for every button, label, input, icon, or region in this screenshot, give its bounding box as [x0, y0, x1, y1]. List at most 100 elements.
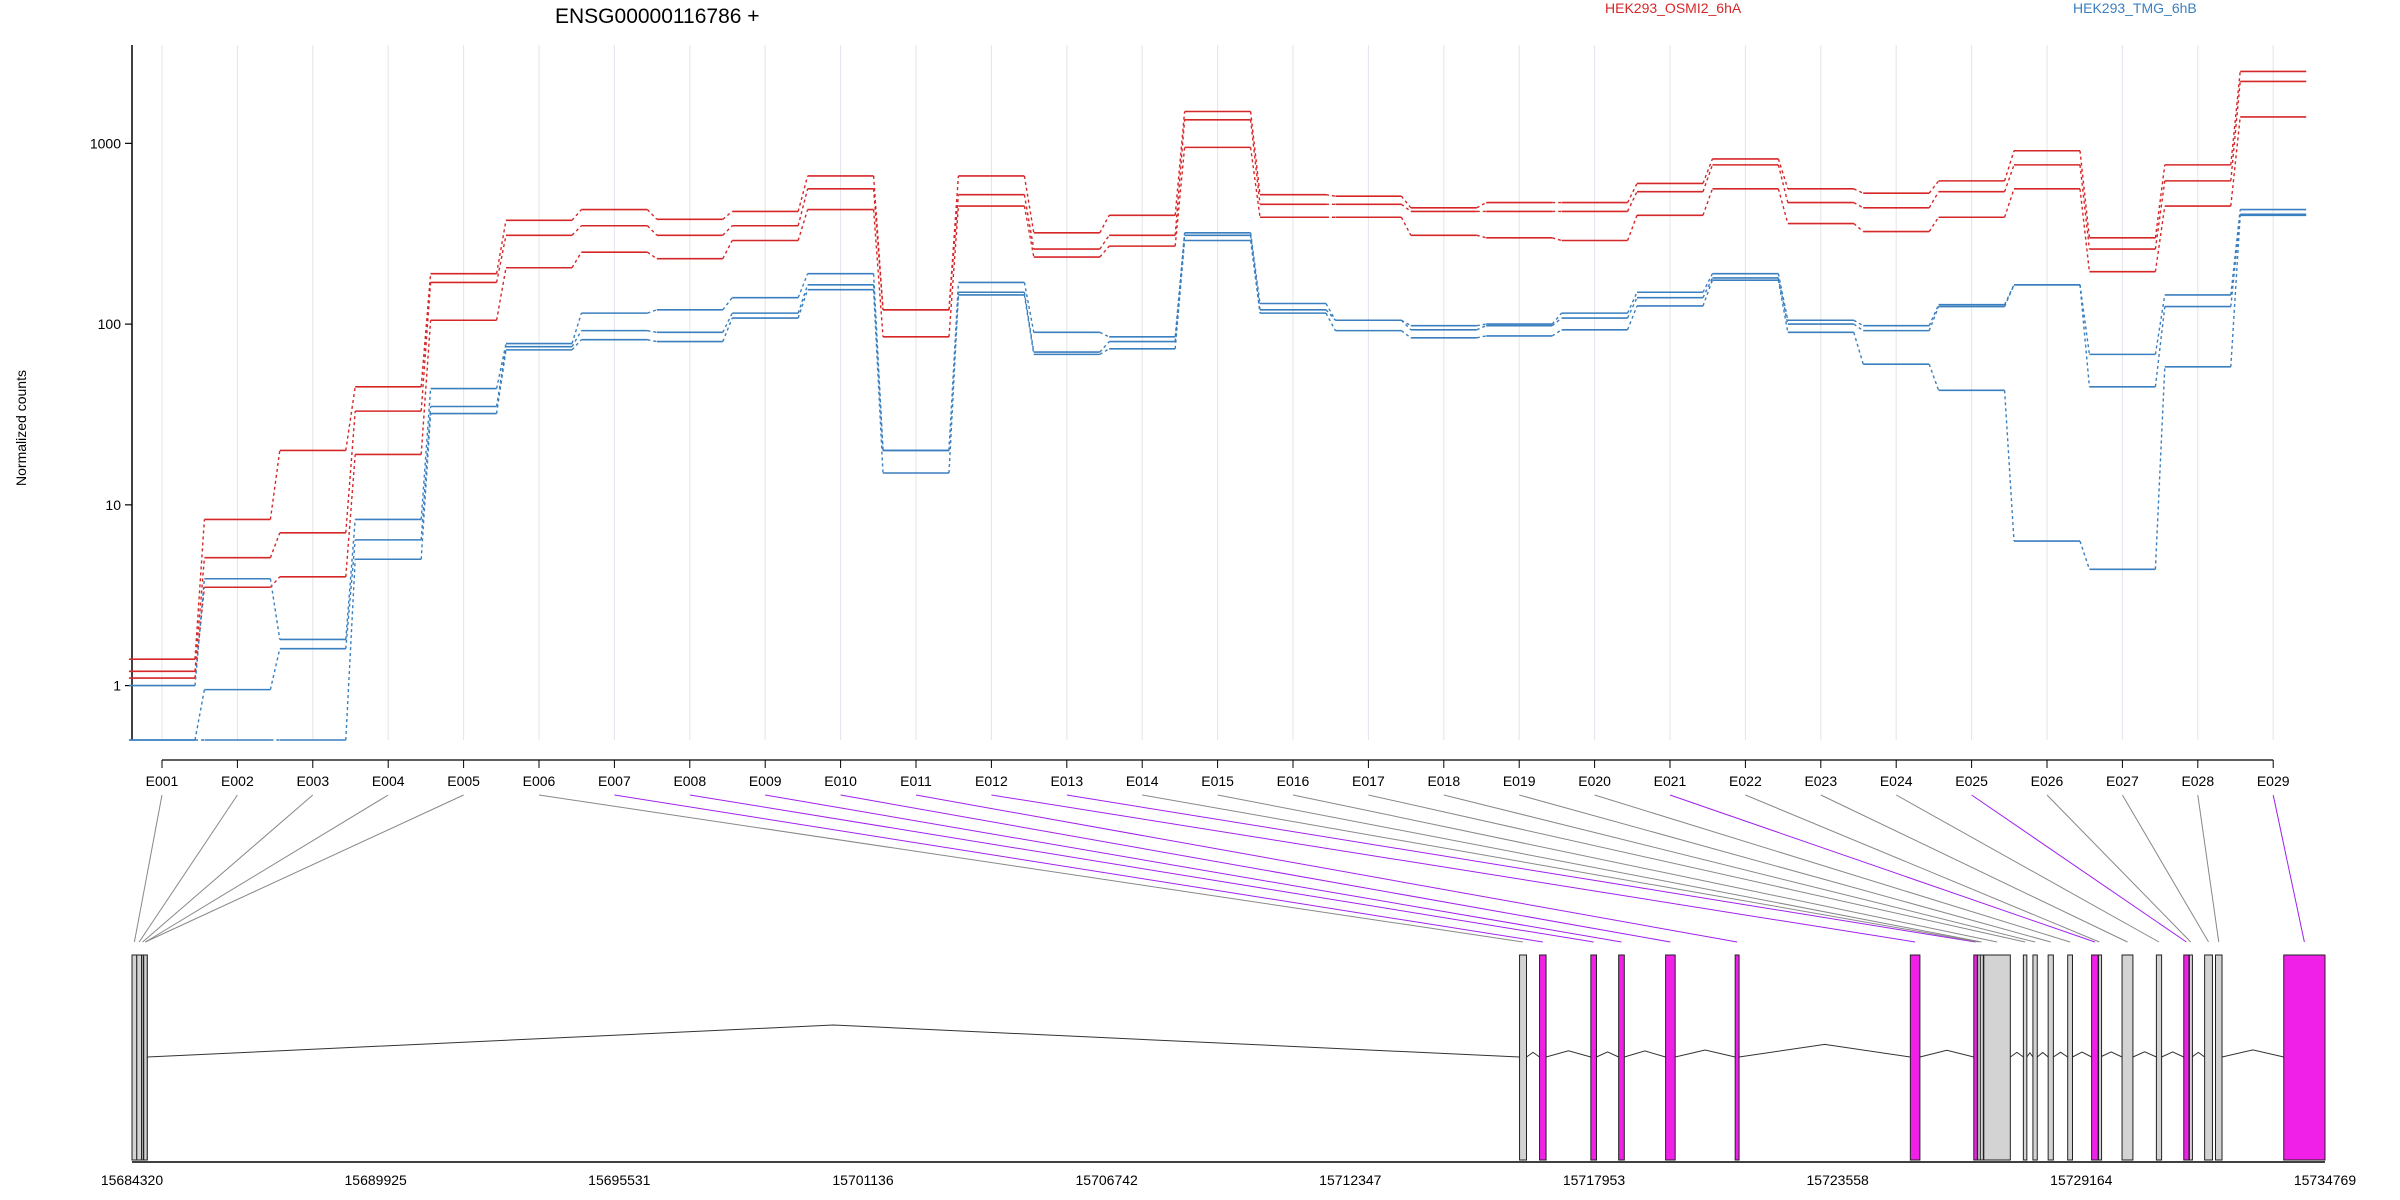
transition-E014	[1174, 119, 1186, 236]
transition-E028	[2230, 215, 2241, 367]
transition-E002	[269, 532, 281, 558]
transition-E027	[2154, 164, 2166, 238]
transition-E011	[948, 205, 960, 337]
transition-E025	[2003, 284, 2015, 307]
genomic-tick-label-7: 15723558	[1807, 1172, 1870, 1188]
transition-E011	[948, 194, 960, 310]
transition-E028	[2230, 71, 2241, 165]
transition-E026	[2079, 284, 2091, 387]
transition-E010	[872, 188, 884, 310]
intron-E026	[2191, 1051, 2205, 1058]
x-tick-label-E010: E010	[824, 773, 857, 789]
transition-E006	[571, 225, 582, 236]
transition-E021	[1702, 158, 1714, 184]
x-tick-label-E028: E028	[2181, 773, 2214, 789]
series-osmi-2	[129, 116, 2307, 679]
intron-E022	[2100, 1051, 2123, 1058]
x-tick-label-E023: E023	[1804, 773, 1837, 789]
transition-E007	[647, 251, 658, 260]
exon-E017	[2022, 954, 2028, 1161]
connector-E007	[614, 794, 1543, 943]
intron-E008	[1596, 1051, 1619, 1058]
transition-E017	[1400, 330, 1412, 339]
connector-E025	[1971, 794, 2187, 943]
connector-E004	[145, 794, 389, 943]
transition-E019	[1551, 329, 1562, 337]
x-tick-label-E003: E003	[296, 773, 329, 789]
transition-E004	[420, 273, 432, 387]
genomic-tick-label-3: 15701136	[832, 1172, 893, 1188]
transition-E003	[345, 386, 356, 451]
exon-E021	[2091, 954, 2099, 1161]
transition-E009	[797, 175, 809, 212]
exon-E016	[1983, 954, 2011, 1161]
exon-E008	[1590, 954, 1597, 1161]
exon-tick-labels: E001 E002 E003 E004 E005 E006 E007 E008 E009 E010…	[146, 760, 2290, 789]
transition-E021	[1702, 279, 1714, 307]
transition-E026	[2079, 188, 2091, 272]
transition-E018	[1476, 201, 1487, 209]
intron-E004	[147, 1024, 1520, 1058]
series-osmi-1	[129, 80, 2307, 673]
transition-E020	[1626, 291, 1638, 314]
transition-E001	[194, 519, 206, 660]
transition-E027	[2154, 366, 2166, 570]
connector-E027	[2121, 794, 2209, 943]
y-tick-label-1000: 1000	[90, 135, 121, 151]
transition-E014	[1174, 240, 1186, 349]
transition-E003	[345, 454, 356, 577]
connector-E024	[1895, 794, 2160, 943]
transition-E017	[1400, 195, 1412, 209]
transition-E023	[1853, 323, 1864, 332]
transition-E008	[722, 317, 733, 342]
connector-E022	[1745, 794, 2100, 943]
transition-E023	[1853, 188, 1864, 194]
intron-E006	[1526, 1051, 1540, 1058]
transition-E010	[872, 289, 884, 474]
x-tick-label-E009: E009	[749, 773, 782, 789]
plot-axes: 1 10 100 1000	[90, 45, 2274, 761]
genomic-tick-label-5: 15712347	[1319, 1172, 1382, 1188]
transition-E019	[1551, 317, 1563, 327]
transition-E027	[2154, 294, 2166, 355]
transition-E012	[1023, 205, 1035, 258]
transition-E017	[1400, 216, 1412, 236]
transition-E001	[194, 557, 206, 672]
exon-E007	[1539, 954, 1547, 1161]
transition-E013	[1099, 245, 1110, 258]
transition-E023	[1853, 319, 1864, 327]
connector-E013	[1066, 794, 1976, 943]
x-tick-label-E001: E001	[146, 773, 179, 789]
transition-E004	[420, 320, 432, 455]
intron-E028	[2221, 1049, 2284, 1058]
exon-E013	[1973, 954, 1978, 1161]
x-tick-label-E012: E012	[975, 773, 1008, 789]
x-tick-label-E029: E029	[2257, 773, 2290, 789]
genomic-tick-label-0: 15684320	[101, 1172, 164, 1188]
transition-E013	[1099, 331, 1110, 338]
x-tick-label-E005: E005	[447, 773, 480, 789]
transition-E015	[1249, 111, 1261, 195]
exon-E006	[1519, 954, 1528, 1161]
genomic-tick-label-1: 15689925	[345, 1172, 408, 1188]
x-tick-label-E024: E024	[1880, 773, 1913, 789]
exon-E002	[136, 954, 143, 1161]
transition-E022	[1777, 277, 1789, 325]
transition-E027	[2154, 205, 2166, 272]
transition-E023	[1853, 201, 1864, 209]
transition-E009	[797, 188, 809, 226]
y-tick-label-100: 100	[98, 316, 122, 332]
transition-E024	[1928, 216, 1940, 232]
transition-E009	[797, 273, 809, 298]
transition-E012	[1023, 175, 1035, 233]
transition-E023	[1853, 332, 1864, 365]
connector-E016	[1292, 794, 1998, 943]
x-tick-label-E018: E018	[1427, 773, 1460, 789]
transition-E017	[1400, 203, 1412, 212]
transition-E028	[2230, 116, 2241, 207]
transition-E007	[646, 225, 658, 236]
transition-E014	[1174, 147, 1186, 247]
transition-E015	[1249, 240, 1261, 314]
transition-E020	[1626, 297, 1638, 319]
